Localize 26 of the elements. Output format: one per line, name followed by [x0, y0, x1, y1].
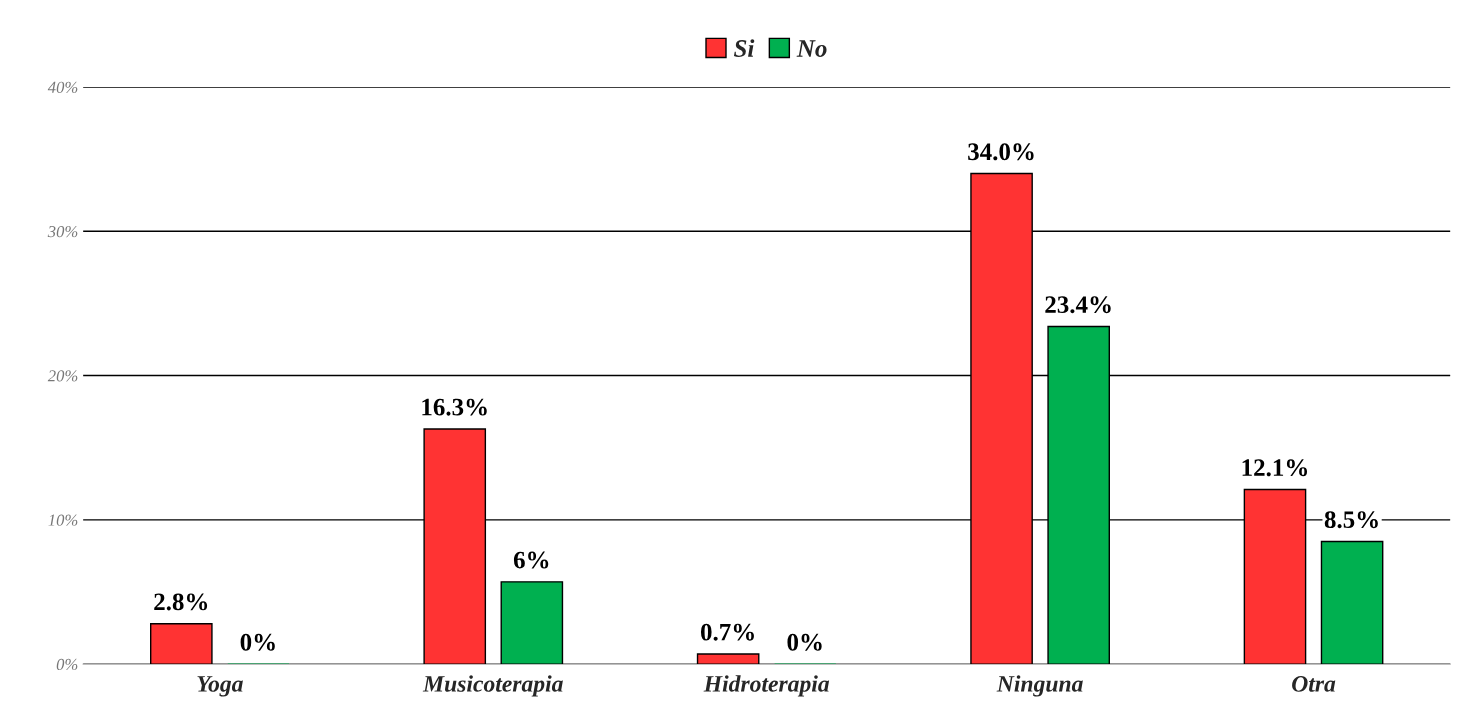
y-tick-label: 10%	[48, 514, 78, 526]
data-label: 2.8%	[154, 593, 208, 611]
x-tick-label: Yoga	[197, 676, 243, 697]
y-tick-label: 40%	[47, 81, 78, 93]
data-label: 23.4%	[1045, 296, 1111, 314]
x-tick-label: Musicoterapia	[422, 675, 563, 697]
x-tick-label: Ninguna	[996, 675, 1083, 697]
bar	[500, 581, 564, 665]
bar	[1320, 540, 1384, 665]
data-label: 16.3%	[422, 398, 487, 416]
data-label: 0.7%	[700, 623, 754, 641]
data-label: 6%	[513, 551, 549, 569]
legend-label: Si	[733, 39, 755, 57]
data-label: 0%	[787, 633, 822, 651]
data-label: 8.5%	[1324, 511, 1378, 529]
bar	[696, 653, 760, 665]
y-tick-label: 20%	[47, 370, 78, 382]
legend-label: No	[796, 40, 827, 57]
bar	[150, 623, 213, 665]
y-tick-label: 0%	[56, 658, 78, 671]
data-label: 34.0%	[968, 143, 1034, 161]
data-label: 0%	[240, 633, 275, 651]
data-label: 12.1%	[1242, 459, 1308, 477]
x-tick-label: Hidroterapia	[703, 675, 830, 697]
x-tick-label: Otra	[1292, 675, 1336, 692]
y-tick-label: 30%	[47, 225, 78, 238]
